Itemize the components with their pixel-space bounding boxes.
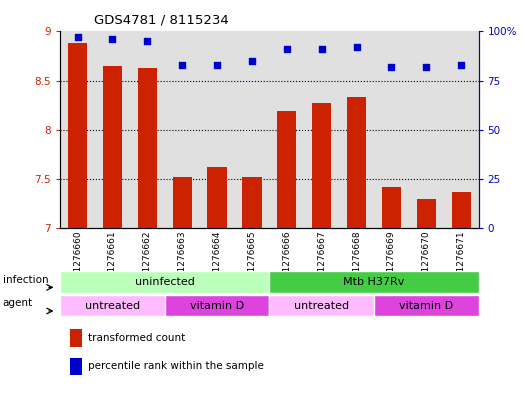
Bar: [138, 68, 157, 228]
Point: [387, 64, 395, 70]
Bar: [60, 271, 269, 293]
Text: untreated: untreated: [294, 301, 349, 310]
Bar: [417, 200, 436, 228]
Text: percentile rank within the sample: percentile rank within the sample: [88, 362, 264, 371]
Bar: [374, 295, 479, 316]
Point: [73, 34, 82, 40]
Point: [213, 62, 221, 68]
Bar: [242, 177, 262, 228]
Bar: [60, 295, 165, 316]
Bar: [103, 66, 122, 228]
Bar: [208, 167, 226, 228]
Point: [457, 62, 465, 68]
Point: [353, 44, 361, 50]
Bar: [451, 192, 471, 228]
Point: [422, 64, 430, 70]
Point: [143, 38, 152, 44]
Bar: [165, 295, 269, 316]
Text: uninfected: uninfected: [135, 277, 195, 287]
Text: transformed count: transformed count: [88, 333, 185, 343]
Text: agent: agent: [3, 298, 33, 309]
Text: vitamin D: vitamin D: [399, 301, 453, 310]
Point: [317, 46, 326, 52]
Bar: [277, 111, 297, 228]
Bar: [312, 103, 331, 228]
Bar: [269, 271, 479, 293]
Bar: [70, 358, 82, 375]
Point: [282, 46, 291, 52]
Bar: [382, 187, 401, 228]
Text: untreated: untreated: [85, 301, 140, 310]
Text: GDS4781 / 8115234: GDS4781 / 8115234: [94, 14, 229, 27]
Bar: [173, 177, 192, 228]
Bar: [347, 97, 366, 228]
Point: [108, 36, 117, 42]
Point: [248, 58, 256, 64]
Bar: [68, 43, 87, 228]
Text: Mtb H37Rv: Mtb H37Rv: [343, 277, 405, 287]
Text: vitamin D: vitamin D: [190, 301, 244, 310]
Bar: [70, 329, 82, 347]
Point: [178, 62, 186, 68]
Bar: [269, 295, 374, 316]
Text: infection: infection: [3, 275, 48, 285]
